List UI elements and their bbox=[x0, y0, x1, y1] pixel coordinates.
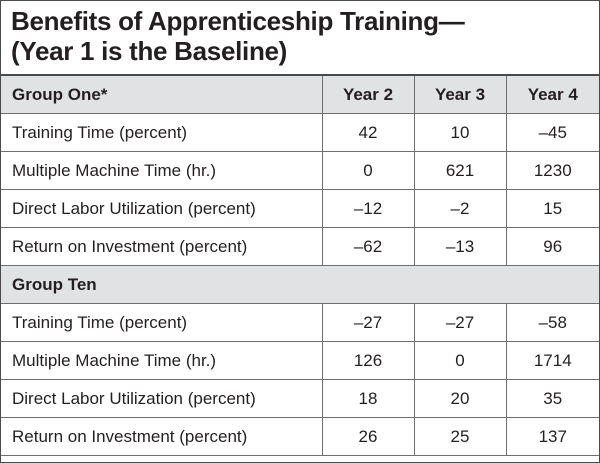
title-line-2: (Year 1 is the Baseline) bbox=[11, 36, 288, 66]
cell-year-4: –58 bbox=[505, 303, 599, 342]
cell-year-2: 42 bbox=[321, 113, 415, 152]
cell-year-3: 0 bbox=[413, 341, 507, 380]
cell-year-4: 1230 bbox=[505, 151, 599, 190]
table-row: Training Time (percent) 42 10 –45 bbox=[1, 113, 599, 152]
cell-year-4: 137 bbox=[505, 417, 599, 456]
cell-year-3: 20 bbox=[413, 379, 507, 418]
cell-year-3: –13 bbox=[413, 227, 507, 266]
table-title: Benefits of Apprenticeship Training— (Ye… bbox=[11, 6, 596, 66]
cell-year-3: 621 bbox=[413, 151, 507, 190]
cell-year-4: 35 bbox=[505, 379, 599, 418]
cell-year-2: 126 bbox=[321, 341, 415, 380]
row-label: Return on Investment (percent) bbox=[1, 417, 323, 456]
row-label: Training Time (percent) bbox=[1, 113, 323, 152]
table-row: Return on Investment (percent) –62 –13 9… bbox=[1, 227, 599, 266]
cell-year-4: –45 bbox=[505, 113, 599, 152]
cell-year-3: 25 bbox=[413, 417, 507, 456]
row-label: Direct Labor Utilization (percent) bbox=[1, 379, 323, 418]
header-year-3: Year 3 bbox=[413, 74, 507, 114]
title-line-1: Benefits of Apprenticeship Training— bbox=[11, 6, 465, 36]
cell-year-4: 96 bbox=[505, 227, 599, 266]
row-label: Training Time (percent) bbox=[1, 303, 323, 342]
table-row: Return on Investment (percent) 26 25 137 bbox=[1, 417, 599, 456]
table-row: Direct Labor Utilization (percent) –12 –… bbox=[1, 189, 599, 228]
table-row: Multiple Machine Time (hr.) 0 621 1230 bbox=[1, 151, 599, 190]
cell-year-4: 1714 bbox=[505, 341, 599, 380]
table-row: Training Time (percent) –27 –27 –58 bbox=[1, 303, 599, 342]
cell-year-3: 10 bbox=[413, 113, 507, 152]
cell-year-3: –2 bbox=[413, 189, 507, 228]
row-label: Multiple Machine Time (hr.) bbox=[1, 341, 323, 380]
cell-year-4: 15 bbox=[505, 189, 599, 228]
group-ten-header-row: Group Ten bbox=[1, 265, 599, 304]
header-group-one: Group One* bbox=[1, 74, 323, 114]
cell-year-2: –27 bbox=[321, 303, 415, 342]
cell-year-2: 18 bbox=[321, 379, 415, 418]
header-row: Group One* Year 2 Year 3 Year 4 bbox=[1, 74, 599, 114]
row-label: Multiple Machine Time (hr.) bbox=[1, 151, 323, 190]
header-year-4: Year 4 bbox=[505, 74, 599, 114]
table-row: Multiple Machine Time (hr.) 126 0 1714 bbox=[1, 341, 599, 380]
cell-year-2: 0 bbox=[321, 151, 415, 190]
cell-year-2: 26 bbox=[321, 417, 415, 456]
table-row: Direct Labor Utilization (percent) 18 20… bbox=[1, 379, 599, 418]
apprenticeship-benefits-table: Group One* Year 2 Year 3 Year 4 Training… bbox=[1, 74, 599, 456]
cell-year-2: –12 bbox=[321, 189, 415, 228]
cell-year-2: –62 bbox=[321, 227, 415, 266]
cell-year-3: –27 bbox=[413, 303, 507, 342]
header-year-2: Year 2 bbox=[321, 74, 415, 114]
group-ten-label: Group Ten bbox=[1, 265, 599, 304]
row-label: Return on Investment (percent) bbox=[1, 227, 323, 266]
row-label: Direct Labor Utilization (percent) bbox=[1, 189, 323, 228]
